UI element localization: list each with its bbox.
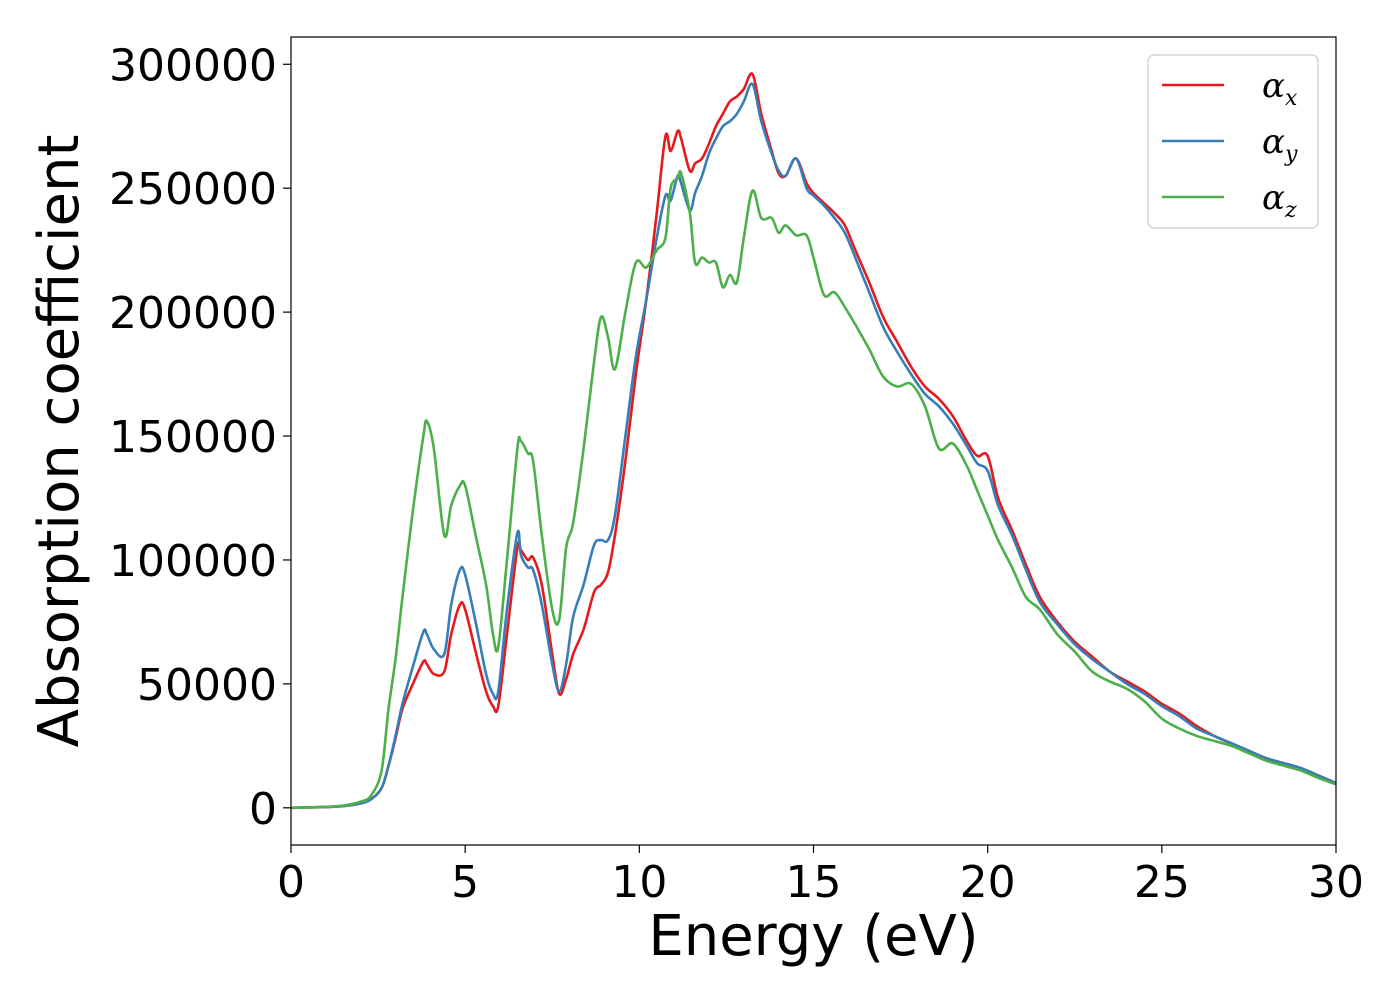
y-tick-label: 200000 [109, 288, 277, 339]
series-line-alpha-y [291, 82, 1336, 810]
x-tick-label: 10 [611, 857, 667, 908]
legend-label-alpha-x: αx [1262, 66, 1298, 111]
series-line-alpha-x [291, 72, 1336, 810]
x-tick-label: 30 [1308, 857, 1364, 908]
y-tick-label: 300000 [109, 40, 277, 91]
series-lines [291, 72, 1336, 810]
series-line-alpha-z [291, 170, 1336, 810]
x-axis-label: Energy (eV) [648, 904, 978, 969]
y-tick-label: 150000 [109, 412, 277, 463]
x-tick-label: 25 [1134, 857, 1190, 908]
x-tick-label: 15 [786, 857, 842, 908]
x-tick-label: 5 [451, 857, 479, 908]
y-tick-label: 0 [249, 784, 277, 835]
legend-box [1147, 54, 1319, 229]
legend-label-alpha-y: αy [1262, 122, 1298, 167]
y-tick-label: 50000 [137, 660, 277, 711]
x-axis-ticks: 0 5 10 15 20 25 30 [277, 845, 1364, 908]
y-tick-label: 250000 [109, 164, 277, 215]
y-tick-label: 100000 [109, 536, 277, 587]
legend-label-alpha-z: αz [1262, 178, 1297, 223]
y-axis-label: Absorption coefficient [27, 135, 92, 748]
y-axis-ticks: 0 50000 100000 150000 200000 250000 300000 [109, 40, 291, 835]
x-tick-label: 0 [277, 857, 305, 908]
legend: αx αy αz [1147, 54, 1319, 229]
x-tick-label: 20 [960, 857, 1016, 908]
